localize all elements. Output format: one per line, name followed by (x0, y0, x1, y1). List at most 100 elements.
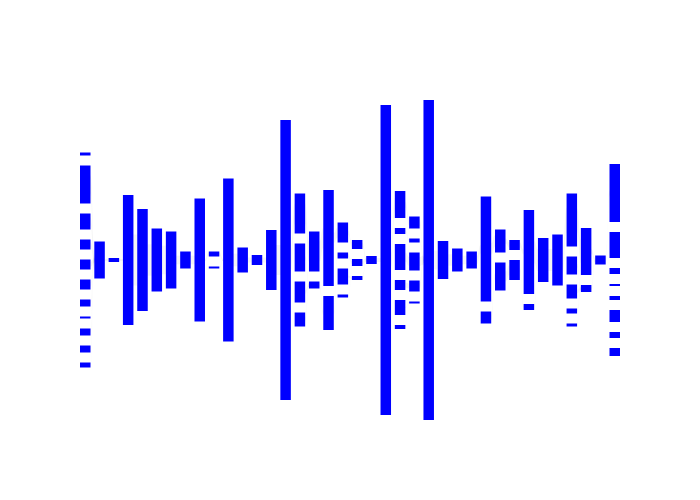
sankey-link-c16-n0 (319, 228, 324, 262)
sankey-node-c37-n7 (609, 348, 620, 356)
sankey-link-c36-n0 (605, 190, 610, 263)
sankey-node-c33-n0 (552, 234, 563, 286)
sankey-link-c31-n1 (534, 258, 538, 309)
sankey-node-c37-n5 (609, 310, 620, 322)
sankey-node-c22-n0 (394, 191, 406, 218)
sankey-link-c34-n0 (577, 208, 581, 264)
sankey-node-c28-n0 (480, 196, 492, 302)
sankey-link-c34-n1 (577, 263, 581, 291)
sankey-node-c22-n1 (394, 228, 406, 234)
sankey-node-c19-n1 (351, 259, 363, 266)
sankey-node-c10-n0 (223, 178, 234, 342)
sankey-node-c21-n0 (380, 105, 392, 415)
sankey-link-c0-n7 (90, 259, 95, 318)
sankey-node-c11-n0 (237, 247, 248, 273)
sankey-link-c27-n0 (476, 244, 481, 265)
sankey-node-c18-n3 (337, 294, 349, 298)
sankey-node-c6-n0 (165, 231, 177, 289)
sankey-link-c23-n3 (419, 257, 424, 289)
sankey-link-c14-n0 (290, 203, 295, 270)
sankey-link-c34-n3 (577, 287, 581, 313)
sankey-link-c0-n0 (90, 153, 95, 261)
sankey-node-c20-n0 (366, 256, 377, 264)
sankey-link-c23-n2 (419, 255, 424, 266)
sankey-link-c30-n0 (519, 242, 524, 255)
sankey-node-c17-n0 (323, 190, 334, 286)
sankey-link-c31-n0 (534, 241, 538, 271)
sankey-link-c29-n1 (505, 265, 510, 282)
sankey-link-c25-n0 (448, 254, 453, 266)
sankey-node-c0-n0 (80, 152, 91, 156)
sankey-node-c9-n1 (208, 266, 220, 269)
sankey-link-c8-n0 (204, 252, 209, 262)
sankey-link-c15-n1 (305, 255, 309, 287)
sankey-link-c0-n6 (90, 258, 95, 305)
sankey-node-c34-n3 (566, 308, 578, 314)
sankey-node-c8-n0 (194, 198, 205, 322)
sankey-nodes (80, 100, 620, 420)
sankey-link-c23-n4 (419, 259, 424, 303)
sankey-node-c30-n1 (509, 260, 520, 280)
sankey-node-c15-n2 (294, 281, 306, 303)
sankey-node-c19-n2 (351, 276, 363, 280)
sankey-node-c16-n0 (308, 231, 320, 272)
sankey-link-c9-n0 (219, 252, 224, 262)
sankey-link-c0-n5 (90, 257, 95, 287)
sankey-node-c0-n7 (80, 316, 91, 319)
sankey-node-c22-n4 (394, 300, 406, 315)
sankey-node-c14-n0 (280, 120, 291, 400)
sankey-node-c4-n0 (137, 209, 148, 311)
sankey-links (90, 153, 610, 367)
sankey-node-c0-n5 (80, 279, 91, 290)
sankey-link-c1-n0 (104, 259, 109, 261)
sankey-node-c36-n0 (595, 255, 606, 265)
sankey-link-c10-n0 (233, 253, 238, 267)
sankey-link-c18-n0 (348, 230, 352, 247)
sankey-node-c35-n0 (580, 228, 592, 275)
sankey-link-c18-n3 (348, 277, 352, 297)
sankey-node-c3-n0 (122, 195, 134, 325)
sankey-link-c0-n8 (90, 258, 95, 334)
sankey-link-c0-n3 (90, 242, 95, 263)
sankey-link-c22-n5 (405, 302, 410, 328)
sankey-link-c35-n1 (591, 258, 596, 291)
sankey-link-c0-n4 (90, 257, 95, 267)
sankey-node-c16-n1 (308, 281, 320, 289)
sankey-link-c0-n2 (90, 217, 95, 264)
sankey-link-c30-n1 (519, 268, 524, 309)
sankey-link-c0-n9 (90, 258, 95, 351)
sankey-link-c19-n2 (362, 259, 367, 279)
sankey-node-c37-n1 (609, 232, 620, 258)
sankey-node-c23-n1 (409, 238, 420, 243)
sankey-node-c0-n6 (80, 299, 91, 307)
sankey-link-c13-n0 (276, 245, 281, 275)
sankey-node-c28-n1 (480, 311, 492, 324)
sankey-link-c17-n1 (333, 254, 338, 315)
sankey-node-c37-n4 (609, 296, 620, 300)
sankey-node-c34-n0 (566, 193, 578, 247)
sankey-node-c5-n0 (151, 228, 163, 292)
sankey-node-c19-n0 (351, 240, 363, 249)
sankey-link-c35-n0 (591, 249, 596, 263)
sankey-link-c21-n0 (391, 197, 395, 267)
sankey-node-c35-n1 (580, 285, 592, 292)
sankey-node-c37-n3 (609, 284, 620, 286)
sankey-node-c0-n2 (80, 213, 91, 230)
sankey-node-c25-n0 (437, 241, 449, 279)
sankey-link-c28-n1 (491, 273, 496, 321)
sankey-link-c15-n2 (305, 283, 309, 294)
sankey-node-c0-n10 (80, 362, 91, 368)
sankey-node-c13-n0 (266, 230, 277, 290)
sankey-link-c9-n1 (219, 259, 224, 268)
sankey-link-c29-n0 (505, 238, 510, 248)
sankey-node-c18-n1 (337, 252, 349, 259)
sankey-node-c22-n5 (394, 325, 406, 329)
sankey-node-c37-n0 (609, 164, 620, 222)
sankey-link-c6-n0 (176, 255, 181, 265)
sankey-node-c22-n2 (394, 244, 406, 270)
sankey-node-c15-n1 (294, 243, 306, 272)
sankey-node-c0-n4 (80, 259, 91, 270)
sankey-node-c30-n0 (509, 240, 520, 250)
sankey-node-c15-n0 (294, 193, 306, 234)
